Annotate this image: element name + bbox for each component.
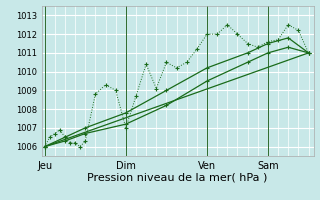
- X-axis label: Pression niveau de la mer( hPa ): Pression niveau de la mer( hPa ): [87, 172, 268, 182]
